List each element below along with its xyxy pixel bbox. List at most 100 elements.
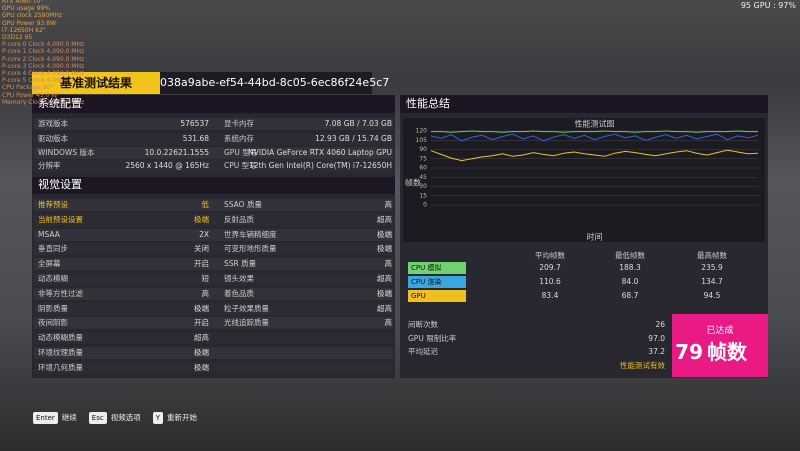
setting-value: 2560 x 1440 @ 165Hz — [125, 161, 209, 170]
section-title: 性能总结 — [406, 97, 450, 110]
y-tick-label: 90 — [419, 146, 427, 153]
button-label[interactable]: 继续 — [61, 413, 77, 422]
fps-value: 110.6 — [539, 277, 561, 286]
osd-line: CPU Power 45.0 W — [2, 91, 58, 99]
setting-value: 极端 — [377, 288, 392, 298]
stat-value: 37.2 — [648, 347, 665, 356]
setting-label: 当前预设设置 — [38, 214, 83, 224]
setting-value: 极端 — [194, 303, 209, 313]
row-bg — [34, 118, 393, 130]
graph-line — [430, 149, 759, 162]
setting-value: 低 — [201, 200, 210, 209]
setting-value: 576537 — [180, 119, 209, 128]
setting-value: 短 — [201, 274, 210, 283]
setting-value: 12.93 GB / 15.74 GB — [315, 134, 392, 143]
setting-value: 12th Gen Intel(R) Core(TM) i7-12650H — [249, 161, 392, 170]
system-header-bar — [32, 95, 395, 113]
setting-value: 极端 — [194, 362, 209, 372]
setting-label: 着色品质 — [224, 288, 254, 298]
setting-label: 驱动版本 — [38, 134, 68, 143]
row-bg — [34, 147, 393, 159]
y-tick-label: 75 — [419, 155, 427, 162]
row-bg — [34, 199, 393, 211]
legend-label: CPU 模拟 — [408, 262, 466, 274]
setting-value: NVIDIA GeForce RTX 4060 Laptop GPU — [248, 148, 392, 157]
y-tick-label: 0 — [423, 202, 427, 209]
status: 性能测试有效 — [620, 361, 665, 370]
stat-label: 平均延迟 — [408, 347, 438, 356]
key-hint[interactable]: Y — [152, 412, 163, 424]
setting-label: 动态模糊 — [38, 274, 68, 283]
osd-line: CPU Package 80° — [2, 84, 54, 92]
row-bg — [34, 332, 393, 344]
setting-value: 高 — [201, 288, 210, 298]
setting-value: 极端 — [194, 214, 209, 224]
y-tick-label: 60 — [419, 165, 427, 172]
osd-line: GPU usage 99% — [2, 5, 50, 13]
setting-label: SSAO 质量 — [224, 200, 262, 209]
section-title: 系统配置 — [38, 97, 82, 110]
setting-label: 全屏幕 — [38, 259, 61, 269]
column-header: 最低帧数 — [615, 251, 645, 260]
setting-label: 镜头效果 — [224, 274, 254, 283]
fps-value: 83.4 — [541, 291, 559, 300]
y-tick-label: 45 — [419, 174, 427, 181]
osd-line: D3D12 95 — [2, 34, 33, 41]
y-tick-label: 30 — [419, 183, 427, 190]
achieved-label: 已达成 — [706, 326, 734, 336]
setting-label: CPU 型号 — [224, 161, 257, 170]
setting-label: 光线追踪质量 — [224, 318, 269, 328]
button-label[interactable]: 视频选项 — [110, 413, 141, 422]
setting-label: 反射品质 — [224, 214, 254, 224]
row-bg — [34, 347, 393, 359]
button-label[interactable]: 重新开始 — [167, 413, 197, 422]
osd-line: i7-12650H 62° — [2, 26, 46, 34]
fps-value: 68.7 — [621, 291, 639, 300]
row-bg — [34, 362, 393, 374]
setting-label: SSR 质量 — [224, 259, 257, 269]
fps-value: 84.0 — [621, 277, 639, 286]
setting-value: 开启 — [194, 318, 209, 328]
fps-value: 134.7 — [701, 277, 723, 286]
stat-value: 97.0 — [648, 333, 665, 343]
setting-value: 关闭 — [194, 244, 209, 254]
row-bg — [34, 317, 393, 330]
setting-label: 分辨率 — [38, 161, 61, 170]
x-axis-label: 时间 — [587, 232, 603, 242]
osd-line: GPU Power 93.8W — [2, 19, 56, 27]
setting-label: 夜间阴影 — [38, 318, 68, 328]
fps-counter: 95 GPU : 97% — [740, 1, 796, 10]
setting-label: 垂直同步 — [38, 244, 68, 254]
perf-header-bar — [400, 95, 768, 113]
fps-value: 209.7 — [539, 263, 561, 272]
setting-value: 2X — [199, 229, 209, 239]
key-hint[interactable]: Esc — [88, 412, 107, 424]
fps-value: 94.5 — [703, 291, 721, 300]
setting-value: 极端 — [194, 348, 209, 357]
row-bg — [34, 258, 393, 271]
setting-value: 极端 — [377, 229, 392, 239]
key-hint[interactable]: Enter — [33, 412, 58, 424]
setting-label: 可变形地形质量 — [224, 244, 277, 254]
osd-line: P-core 0 Clock 4,090.0 MHz — [2, 41, 85, 49]
osd-line: GPU clock 2580MHz — [2, 12, 62, 20]
y-tick-label: 15 — [419, 192, 427, 199]
setting-value: 超高 — [377, 303, 392, 313]
setting-value: 超高 — [194, 333, 209, 343]
setting-value: 10.0.22621.1555 — [144, 148, 209, 157]
y-tick-label: 105 — [416, 137, 428, 144]
y-axis-label: 帧数 — [405, 178, 421, 188]
y-tick-label: 120 — [416, 128, 428, 135]
graph-box — [403, 118, 765, 242]
stat-value: 26 — [655, 320, 665, 329]
setting-label: 世界车辆精细度 — [224, 229, 277, 239]
setting-value: 531.68 — [182, 134, 209, 143]
legend-label: CPU 渲染 — [408, 276, 466, 288]
achieved-unit: 帧数 — [707, 340, 747, 364]
setting-label: 非等方性过滤 — [38, 288, 83, 298]
osd-line: RTX 4060 70° — [2, 0, 44, 5]
setting-label: 动态模糊质量 — [38, 333, 83, 343]
setting-value: 超高 — [377, 274, 392, 283]
